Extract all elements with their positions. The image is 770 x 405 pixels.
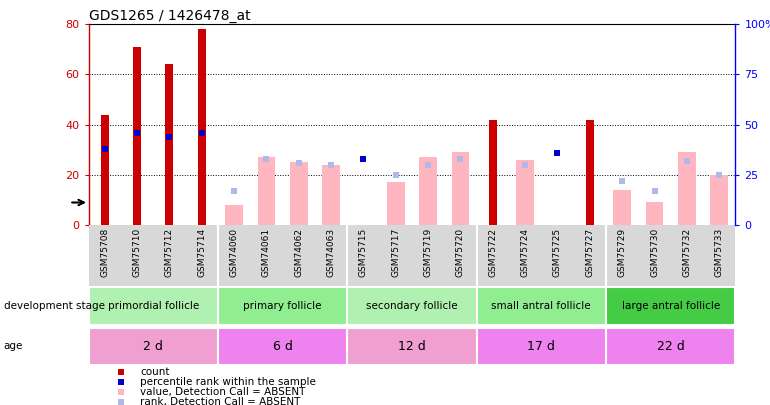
Bar [516, 160, 534, 225]
Text: age: age [4, 341, 23, 351]
Text: primordial follicle: primordial follicle [108, 301, 199, 311]
Text: rank, Detection Call = ABSENT: rank, Detection Call = ABSENT [140, 397, 300, 405]
Text: percentile rank within the sample: percentile rank within the sample [140, 377, 316, 387]
Text: GSM75725: GSM75725 [553, 228, 562, 277]
Text: GDS1265 / 1426478_at: GDS1265 / 1426478_at [89, 9, 250, 23]
Text: GSM75727: GSM75727 [585, 228, 594, 277]
Text: 17 d: 17 d [527, 339, 555, 353]
Text: secondary follicle: secondary follicle [367, 301, 457, 311]
Text: GSM75729: GSM75729 [618, 228, 627, 277]
Bar [606, 328, 735, 364]
Bar [678, 152, 696, 225]
Bar [166, 64, 173, 225]
Text: GSM75730: GSM75730 [650, 228, 659, 277]
Text: large antral follicle: large antral follicle [621, 301, 720, 311]
Text: GSM75722: GSM75722 [488, 228, 497, 277]
Text: GSM75715: GSM75715 [359, 228, 368, 277]
Bar [477, 328, 606, 364]
Text: GSM75720: GSM75720 [456, 228, 465, 277]
Bar [198, 29, 206, 225]
Text: GSM75733: GSM75733 [715, 228, 724, 277]
Text: GSM74063: GSM74063 [326, 228, 336, 277]
Text: 12 d: 12 d [398, 339, 426, 353]
Bar [89, 328, 218, 364]
Text: 22 d: 22 d [657, 339, 685, 353]
Bar [225, 205, 243, 225]
Bar [606, 287, 735, 325]
Bar [218, 287, 347, 325]
Text: small antral follicle: small antral follicle [491, 301, 591, 311]
Bar [322, 164, 340, 225]
Bar [101, 115, 109, 225]
Bar [489, 119, 497, 225]
Bar [218, 328, 347, 364]
Bar [347, 287, 477, 325]
Bar [387, 182, 405, 225]
Bar [419, 157, 437, 225]
Text: 2 d: 2 d [143, 339, 163, 353]
Text: GSM75724: GSM75724 [521, 228, 530, 277]
Text: GSM75708: GSM75708 [100, 228, 109, 277]
Text: development stage: development stage [4, 301, 105, 311]
Text: count: count [140, 367, 169, 377]
Bar [133, 47, 141, 225]
Text: primary follicle: primary follicle [243, 301, 322, 311]
Text: GSM75710: GSM75710 [132, 228, 142, 277]
Bar [290, 162, 308, 225]
Bar [347, 328, 477, 364]
Text: GSM75712: GSM75712 [165, 228, 174, 277]
Bar [257, 157, 276, 225]
Bar [645, 202, 664, 225]
Text: GSM74060: GSM74060 [229, 228, 239, 277]
Text: GSM74062: GSM74062 [294, 228, 303, 277]
Bar [613, 190, 631, 225]
Text: GSM75719: GSM75719 [424, 228, 433, 277]
Bar [710, 175, 728, 225]
Bar [89, 287, 218, 325]
Text: GSM75732: GSM75732 [682, 228, 691, 277]
Bar [586, 119, 594, 225]
Text: value, Detection Call = ABSENT: value, Detection Call = ABSENT [140, 387, 305, 397]
Bar [451, 152, 470, 225]
Text: GSM75717: GSM75717 [391, 228, 400, 277]
Text: GSM75714: GSM75714 [197, 228, 206, 277]
Text: 6 d: 6 d [273, 339, 293, 353]
Text: GSM74061: GSM74061 [262, 228, 271, 277]
Bar [477, 287, 606, 325]
